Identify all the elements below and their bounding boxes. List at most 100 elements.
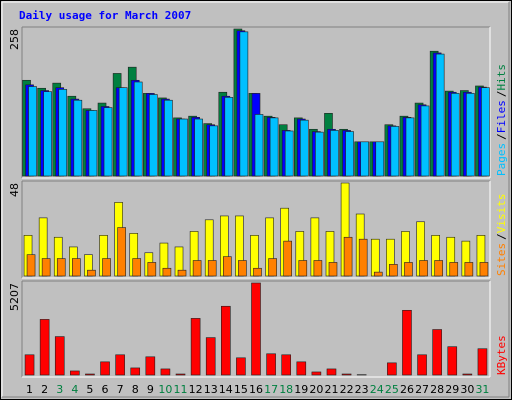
bar (147, 262, 157, 277)
bar (149, 94, 158, 177)
bar (194, 118, 203, 177)
legend: Pages/Files/Hits (495, 64, 508, 176)
x-tick-label: 31 (475, 383, 489, 396)
bar (39, 319, 50, 376)
legend-entry: Visits (495, 194, 508, 234)
x-tick-label: 19 (294, 383, 308, 396)
bar (390, 126, 400, 177)
bar (130, 367, 141, 376)
legend-entry: Pages (495, 143, 508, 176)
bar (447, 346, 458, 376)
x-tick-label: 23 (355, 383, 369, 396)
bar (432, 329, 442, 376)
bar (330, 130, 339, 177)
bar (209, 125, 219, 177)
bar (145, 356, 156, 376)
y-tick-label: 258 (8, 29, 21, 50)
x-tick-label: 24 (370, 383, 384, 396)
bar (160, 368, 171, 376)
chart-title: Daily usage for March 2007 (19, 9, 191, 22)
bar (236, 357, 246, 376)
x-tick-label: 5 (86, 383, 93, 396)
legend: Sites /Visits (495, 194, 508, 277)
x-tick-label: 18 (279, 383, 293, 396)
bar (115, 354, 125, 376)
bar (284, 130, 294, 177)
x-tick-label: 22 (340, 383, 354, 396)
bar (326, 368, 337, 376)
bar (420, 105, 430, 177)
bar (103, 107, 113, 177)
bar (450, 93, 460, 177)
bar (223, 256, 232, 277)
bar (118, 87, 128, 177)
bar (315, 131, 324, 177)
bar (238, 260, 247, 277)
bar (251, 282, 261, 376)
x-tick-label: 10 (158, 383, 172, 396)
x-tick-label: 2 (41, 383, 48, 396)
bar (190, 318, 201, 376)
bar (85, 373, 95, 376)
bar (375, 141, 385, 177)
bar (117, 227, 126, 277)
bar (253, 267, 262, 277)
bar (341, 373, 352, 376)
bar (24, 354, 35, 376)
x-tick-label: 30 (460, 383, 474, 396)
x-tick-label: 6 (102, 383, 109, 396)
x-tick-label: 27 (415, 383, 429, 396)
x-tick-label: 16 (249, 383, 263, 396)
bar (417, 354, 427, 376)
bar (389, 264, 398, 277)
bar (268, 258, 277, 277)
bar (360, 141, 369, 177)
x-tick-label: 26 (400, 383, 414, 396)
bar (464, 262, 474, 277)
bar (88, 110, 98, 177)
x-tick-label: 25 (385, 383, 399, 396)
x-tick-label: 29 (445, 383, 459, 396)
bar (72, 258, 81, 277)
bar (477, 348, 488, 376)
bar (479, 262, 489, 277)
bar (41, 258, 51, 277)
bar (466, 93, 475, 177)
bar (434, 260, 443, 277)
bar (164, 99, 173, 177)
x-tick-label: 28 (430, 383, 444, 396)
y-tick-label: 48 (8, 183, 21, 197)
bar (373, 271, 383, 277)
x-tick-label: 4 (71, 383, 78, 396)
bar (266, 353, 276, 376)
x-tick-label: 7 (117, 383, 124, 396)
x-tick-label: 1 (26, 383, 33, 396)
bar (58, 89, 68, 177)
x-tick-label: 21 (324, 383, 338, 396)
legend-separator: / (495, 91, 508, 98)
bar (281, 354, 291, 376)
legend-entry: Files (495, 100, 508, 133)
bar (358, 238, 368, 277)
bar (70, 370, 80, 376)
bar (402, 309, 412, 376)
bar (132, 258, 142, 277)
bar (298, 260, 308, 277)
legend-separator: / (495, 133, 508, 140)
legend-separator: / (495, 233, 508, 240)
legend: KBytes (495, 335, 508, 375)
bar (299, 119, 309, 177)
bar (224, 97, 234, 177)
bar (343, 236, 353, 277)
bar (28, 86, 37, 177)
x-tick-label: 12 (189, 383, 203, 396)
bar (387, 362, 397, 376)
bar (205, 337, 216, 376)
bar (296, 361, 307, 376)
bar (311, 371, 322, 376)
bar (221, 305, 231, 376)
bar (254, 114, 264, 177)
bar (56, 258, 66, 277)
x-tick-label: 9 (147, 383, 154, 396)
bar (175, 373, 186, 376)
